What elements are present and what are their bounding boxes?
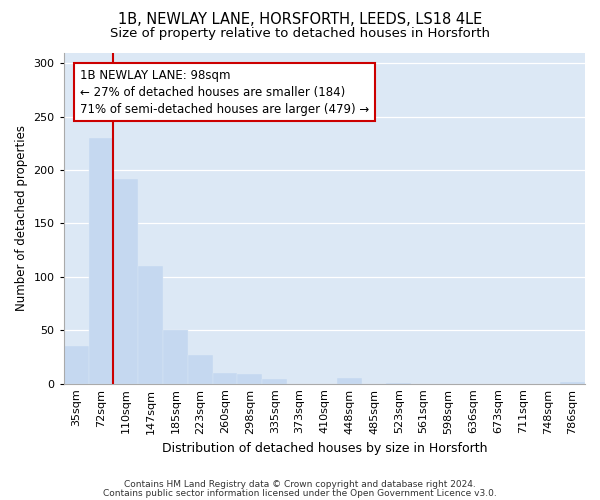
Text: 1B, NEWLAY LANE, HORSFORTH, LEEDS, LS18 4LE: 1B, NEWLAY LANE, HORSFORTH, LEEDS, LS18 …	[118, 12, 482, 28]
Bar	[64, 346, 89, 384]
Y-axis label: Number of detached properties: Number of detached properties	[15, 125, 28, 311]
Text: 1B NEWLAY LANE: 98sqm
← 27% of detached houses are smaller (184)
71% of semi-det: 1B NEWLAY LANE: 98sqm ← 27% of detached …	[80, 68, 369, 116]
X-axis label: Distribution of detached houses by size in Horsforth: Distribution of detached houses by size …	[161, 442, 487, 455]
Bar	[238, 374, 262, 384]
Bar	[163, 330, 188, 384]
Text: Size of property relative to detached houses in Horsforth: Size of property relative to detached ho…	[110, 28, 490, 40]
Bar	[337, 378, 362, 384]
Text: Contains HM Land Registry data © Crown copyright and database right 2024.: Contains HM Land Registry data © Crown c…	[124, 480, 476, 489]
Bar	[386, 382, 411, 384]
Bar	[560, 382, 585, 384]
Bar	[262, 380, 287, 384]
Bar	[89, 138, 113, 384]
Bar	[138, 266, 163, 384]
Bar	[188, 355, 212, 384]
Bar	[113, 178, 138, 384]
Bar	[212, 373, 238, 384]
Text: Contains public sector information licensed under the Open Government Licence v3: Contains public sector information licen…	[103, 490, 497, 498]
